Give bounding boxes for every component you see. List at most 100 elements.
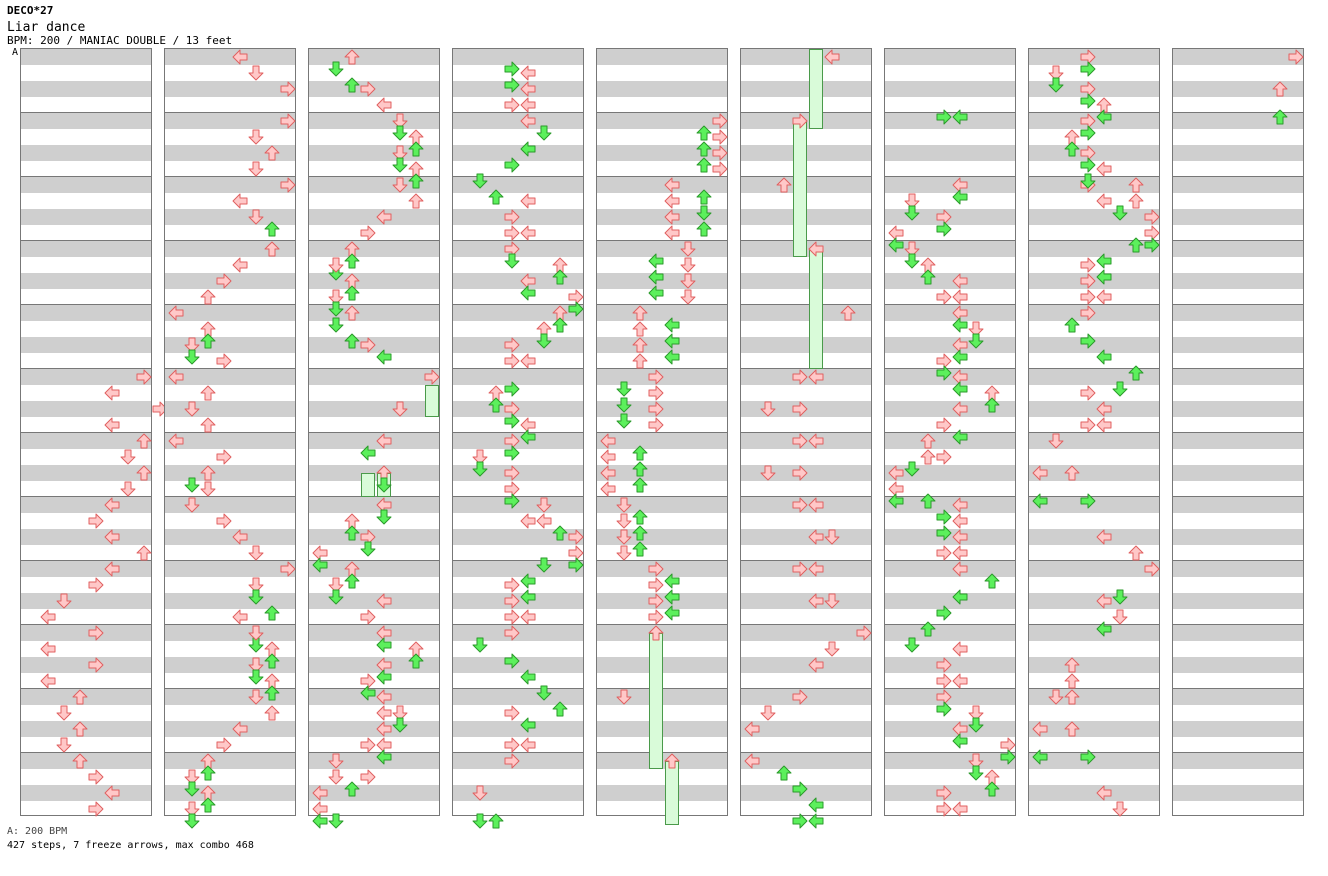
- left-arrow-icon: [952, 429, 968, 445]
- down-arrow-icon: [1112, 381, 1128, 397]
- right-arrow-icon: [712, 161, 728, 177]
- left-arrow-icon: [376, 689, 392, 705]
- right-arrow-icon: [1080, 289, 1096, 305]
- up-arrow-icon: [632, 477, 648, 493]
- measure-line: [597, 624, 727, 625]
- left-arrow-icon: [888, 465, 904, 481]
- left-arrow-icon: [376, 749, 392, 765]
- down-arrow-icon: [968, 321, 984, 337]
- measure-line: [21, 432, 151, 433]
- left-arrow-icon: [952, 545, 968, 561]
- measure-line: [165, 752, 295, 753]
- measure-line: [741, 560, 871, 561]
- down-arrow-icon: [184, 813, 200, 829]
- measure-line: [597, 304, 727, 305]
- right-arrow-icon: [88, 801, 104, 817]
- left-arrow-icon: [952, 589, 968, 605]
- up-arrow-icon: [1128, 365, 1144, 381]
- down-arrow-icon: [904, 193, 920, 209]
- down-arrow-icon: [536, 557, 552, 573]
- measure-line: [597, 240, 727, 241]
- left-arrow-icon: [312, 785, 328, 801]
- down-arrow-icon: [616, 545, 632, 561]
- down-arrow-icon: [184, 781, 200, 797]
- up-arrow-icon: [264, 221, 280, 237]
- left-arrow-icon: [952, 189, 968, 205]
- down-arrow-icon: [1112, 801, 1128, 817]
- up-arrow-icon: [984, 781, 1000, 797]
- right-arrow-icon: [792, 497, 808, 513]
- down-arrow-icon: [56, 593, 72, 609]
- measure-line: [1029, 560, 1159, 561]
- left-arrow-icon: [664, 317, 680, 333]
- right-arrow-icon: [792, 433, 808, 449]
- left-arrow-icon: [1096, 593, 1112, 609]
- left-arrow-icon: [360, 445, 376, 461]
- left-arrow-icon: [520, 609, 536, 625]
- right-arrow-icon: [936, 525, 952, 541]
- left-arrow-icon: [808, 497, 824, 513]
- right-arrow-icon: [792, 113, 808, 129]
- down-arrow-icon: [968, 705, 984, 721]
- measure-line: [1173, 240, 1303, 241]
- right-arrow-icon: [1080, 125, 1096, 141]
- down-arrow-icon: [536, 333, 552, 349]
- right-arrow-icon: [360, 81, 376, 97]
- right-arrow-icon: [1080, 273, 1096, 289]
- measure-line: [885, 560, 1015, 561]
- up-arrow-icon: [136, 545, 152, 561]
- down-arrow-icon: [504, 253, 520, 269]
- chart-column-5: [596, 48, 728, 825]
- right-arrow-icon: [936, 365, 952, 381]
- measure-line: [21, 240, 151, 241]
- measure-line: [1029, 112, 1159, 113]
- left-arrow-icon: [664, 177, 680, 193]
- left-arrow-icon: [952, 801, 968, 817]
- down-arrow-icon: [56, 705, 72, 721]
- right-arrow-icon: [936, 605, 952, 621]
- left-arrow-icon: [40, 609, 56, 625]
- right-arrow-icon: [1080, 305, 1096, 321]
- measure-line: [885, 368, 1015, 369]
- up-arrow-icon: [632, 461, 648, 477]
- measure-line: [1173, 624, 1303, 625]
- left-arrow-icon: [1096, 417, 1112, 433]
- right-arrow-icon: [280, 177, 296, 193]
- left-arrow-icon: [168, 433, 184, 449]
- left-arrow-icon: [952, 733, 968, 749]
- measure-line: [597, 560, 727, 561]
- measure-line: [1029, 624, 1159, 625]
- up-arrow-icon: [264, 705, 280, 721]
- right-arrow-icon: [1144, 561, 1160, 577]
- right-arrow-icon: [1080, 157, 1096, 173]
- right-arrow-icon: [568, 301, 584, 317]
- up-arrow-icon: [1128, 237, 1144, 253]
- right-arrow-icon: [88, 577, 104, 593]
- left-arrow-icon: [664, 573, 680, 589]
- freeze-arrow: [665, 761, 679, 825]
- down-arrow-icon: [328, 301, 344, 317]
- right-arrow-icon: [648, 385, 664, 401]
- measure-line: [597, 496, 727, 497]
- left-arrow-icon: [824, 49, 840, 65]
- right-arrow-icon: [216, 737, 232, 753]
- left-arrow-icon: [520, 285, 536, 301]
- down-arrow-icon: [248, 65, 264, 81]
- right-arrow-icon: [1000, 749, 1016, 765]
- up-arrow-icon: [344, 49, 360, 65]
- up-arrow-icon: [1064, 657, 1080, 673]
- measure-line: [885, 112, 1015, 113]
- left-arrow-icon: [664, 193, 680, 209]
- right-arrow-icon: [936, 785, 952, 801]
- up-arrow-icon: [344, 781, 360, 797]
- up-arrow-icon: [344, 333, 360, 349]
- left-arrow-icon: [520, 193, 536, 209]
- up-arrow-icon: [984, 397, 1000, 413]
- right-arrow-icon: [504, 465, 520, 481]
- measure-line: [21, 496, 151, 497]
- up-arrow-icon: [920, 269, 936, 285]
- measure-line: [885, 432, 1015, 433]
- chart-column-8: [1028, 48, 1160, 817]
- down-arrow-icon: [472, 449, 488, 465]
- down-arrow-icon: [360, 541, 376, 557]
